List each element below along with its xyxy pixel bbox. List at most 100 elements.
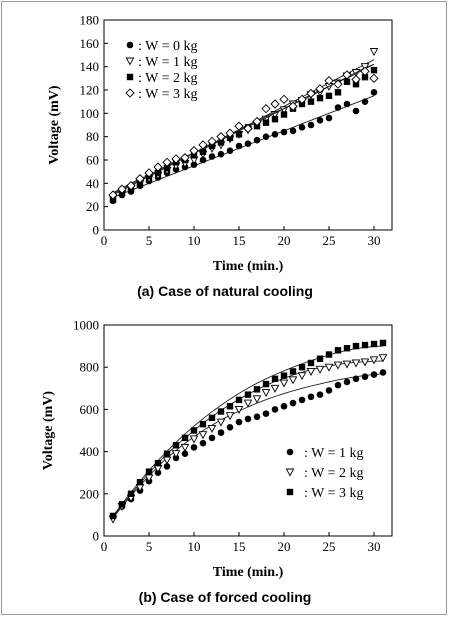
data-point-series-1: [316, 391, 324, 398]
data-point-series-4: [279, 94, 289, 104]
data-point-series-2: [279, 106, 289, 115]
data-point-series-3: [343, 78, 351, 86]
data-point-series-1: [370, 89, 378, 96]
data-point-series-2: [369, 356, 379, 365]
data-point-series-3: [163, 450, 171, 457]
data-point-series-4: [198, 140, 208, 150]
legend-marker-1: [286, 448, 294, 456]
data-point-series-1: [226, 147, 234, 154]
data-point-series-3: [379, 339, 387, 347]
data-point-series-2: [342, 360, 352, 369]
data-point-series-1: [253, 413, 261, 421]
data-point-series-4: [216, 132, 226, 142]
data-point-series-4: [171, 154, 181, 164]
x-tick-label: 15: [233, 539, 246, 554]
legend-label-2: : W = 1 kg: [138, 55, 198, 70]
legend-label-4: : W = 3 kg: [138, 87, 198, 102]
x-tick-label: 0: [101, 233, 108, 248]
plot-area: [103, 19, 393, 231]
data-point-series-4: [144, 168, 154, 178]
data-point-series-3: [199, 148, 207, 156]
data-point-series-3: [298, 100, 306, 108]
data-point-series-3: [109, 512, 117, 520]
data-point-series-1: [343, 378, 351, 386]
data-point-series-4: [261, 104, 271, 114]
data-point-series-2: [261, 389, 271, 398]
legend-label-1: : W = 0 kg: [138, 39, 198, 54]
data-point-series-4: [207, 136, 217, 146]
data-point-series-1: [325, 114, 333, 122]
data-point-series-1: [307, 121, 315, 129]
data-point-series-3: [190, 427, 198, 434]
data-point-series-3: [208, 414, 216, 422]
data-point-series-2: [225, 412, 235, 421]
chart-b: 0 5 10 15 20 25 30 0 200 400 600 800 1000 Time (min.)…: [41, 318, 393, 580]
data-point-series-3: [253, 386, 261, 393]
data-point-series-1: [280, 402, 288, 410]
y-tick-label: 400: [80, 444, 100, 459]
data-point-series-4: [108, 190, 118, 200]
data-point-series-4: [225, 128, 235, 138]
data-point-series-3: [289, 368, 297, 375]
y-tick-label: 600: [80, 402, 100, 417]
y-tick-label: 800: [80, 360, 100, 375]
data-point-series-1: [271, 406, 279, 413]
data-point-series-3: [352, 342, 360, 350]
x-axis-label: Time (min.): [213, 565, 284, 580]
data-point-series-2: [216, 418, 226, 427]
data-point-series-3: [127, 490, 135, 497]
data-point-series-2: [306, 367, 316, 376]
data-point-series-2: [324, 363, 334, 372]
data-point-series-4: [153, 162, 163, 172]
data-point-series-2: [279, 379, 289, 388]
data-point-series-2: [162, 456, 172, 465]
data-point-series-2: [297, 372, 307, 381]
x-tick-label: 30: [368, 539, 381, 554]
data-point-series-1: [343, 100, 351, 108]
data-point-series-4: [234, 121, 244, 131]
data-point-series-2: [252, 395, 262, 404]
y-tick-label: 100: [80, 106, 100, 121]
data-point-series-3: [370, 340, 378, 348]
x-tick-label: 10: [188, 539, 201, 554]
data-point-series-1: [316, 117, 324, 124]
data-point-series-4: [351, 74, 361, 85]
data-point-series-2: [198, 431, 208, 440]
x-tick-label: 30: [368, 233, 381, 248]
data-point-series-3: [307, 98, 315, 105]
data-point-series-3: [226, 134, 234, 142]
data-point-series-4: [333, 79, 343, 89]
data-point-series-4: [306, 88, 316, 99]
data-point-series-2: [171, 450, 181, 459]
data-point-series-3: [190, 152, 198, 159]
data-point-series-1: [325, 387, 333, 394]
data-point-series-1: [190, 444, 198, 451]
data-point-series-3: [172, 442, 180, 449]
y-tick-label: 0: [93, 223, 100, 238]
data-point-series-3: [235, 131, 243, 138]
legend-label-1: : W = 1 kg: [304, 446, 364, 461]
data-point-series-2: [378, 354, 388, 363]
data-point-series-4: [288, 101, 298, 111]
data-point-series-3: [136, 181, 144, 188]
data-point-series-2: [360, 358, 370, 367]
data-point-series-1: [352, 107, 360, 115]
y-tick-label: 60: [86, 153, 99, 168]
data-point-series-1: [289, 127, 297, 135]
y-tick-label: 20: [86, 199, 99, 214]
data-point-series-3: [316, 355, 324, 362]
data-point-series-3: [361, 341, 369, 349]
caption-a: (a) Case of natural cooling: [137, 283, 313, 299]
legend-label-2: : W = 2 kg: [304, 466, 364, 481]
data-point-series-3: [136, 478, 144, 486]
data-point-series-3: [217, 139, 225, 146]
x-tick-label: 20: [278, 539, 291, 554]
data-point-series-3: [307, 359, 315, 367]
legend-label-3: : W = 2 kg: [138, 71, 198, 86]
plot-area: [103, 324, 393, 537]
y-tick-label: 200: [80, 486, 100, 501]
data-point-series-4: [369, 73, 379, 83]
data-point-series-2: [333, 361, 343, 370]
